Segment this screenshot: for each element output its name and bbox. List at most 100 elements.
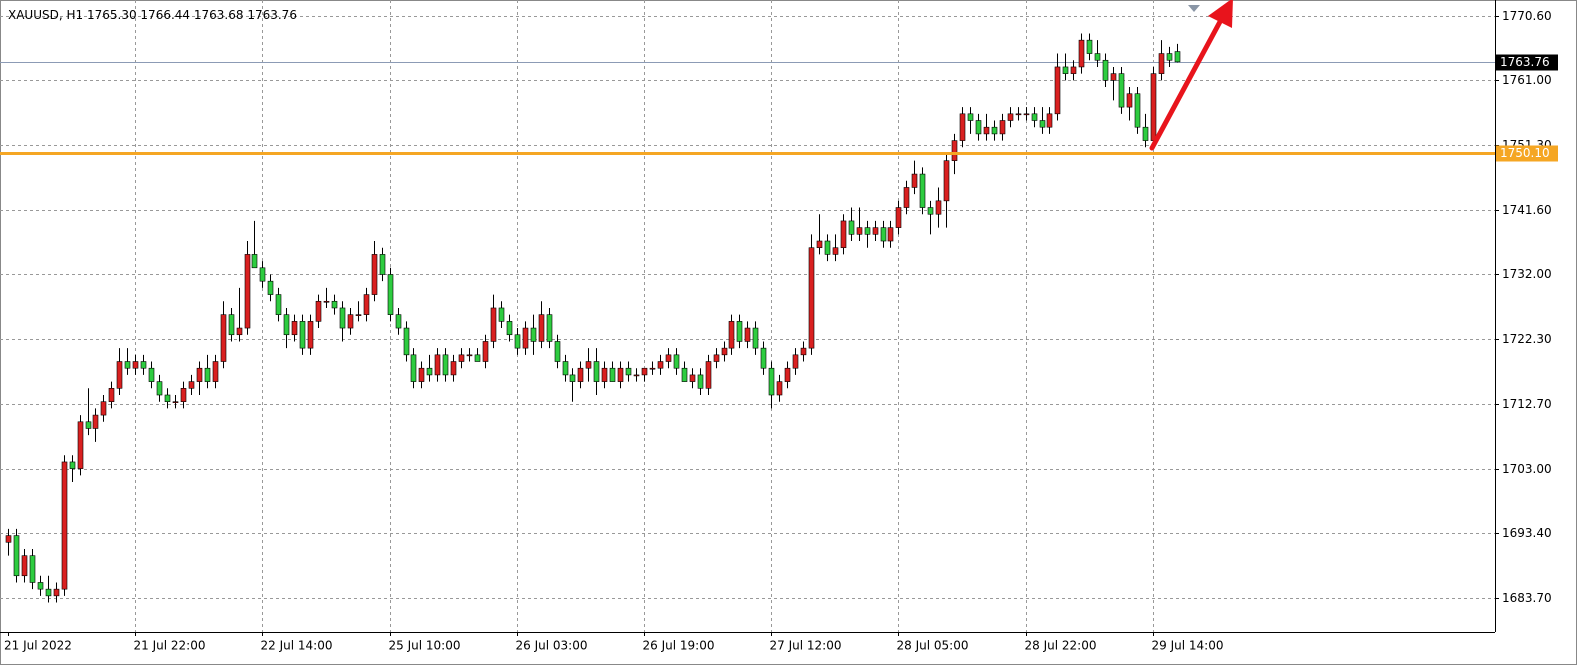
candle-body: [466, 354, 473, 357]
x-tick-label: 21 Jul 22:00: [134, 639, 206, 653]
price-label: 1763.76: [1500, 55, 1550, 69]
labels: 1770.601761.001751.301741.601732.001722.…: [4, 9, 1558, 653]
candle-body: [1110, 73, 1117, 81]
x-tick-label: 28 Jul 22:00: [1025, 639, 1097, 653]
candle-body: [967, 113, 974, 121]
candle-body: [609, 367, 616, 382]
candle-body: [562, 361, 569, 376]
candle-body: [188, 381, 195, 389]
candle-body: [546, 314, 553, 342]
candle-body: [29, 555, 36, 583]
candle-body: [85, 421, 92, 429]
candle-body: [991, 126, 998, 135]
candle-body: [172, 401, 179, 403]
candle-body: [236, 327, 243, 336]
candle-body: [13, 535, 20, 577]
candle-body: [569, 374, 576, 382]
candle-body: [1126, 93, 1133, 108]
candle-body: [1158, 53, 1165, 74]
candle-body: [1150, 73, 1157, 141]
candle-body: [1086, 39, 1093, 54]
candle-body: [935, 200, 942, 215]
x-tick-label: 25 Jul 10:00: [389, 639, 461, 653]
candle-body: [1031, 113, 1038, 121]
candle-body: [975, 120, 982, 135]
candle-body: [840, 220, 847, 249]
candle-body: [92, 414, 99, 429]
candle-body: [784, 367, 791, 382]
candle-body: [625, 367, 632, 376]
last-low: 1763.68: [194, 8, 244, 22]
candle-body: [1142, 126, 1149, 141]
candle-body: [768, 367, 775, 396]
candle-body: [275, 294, 282, 315]
candle-body: [100, 401, 107, 416]
shift-marker: [1188, 5, 1200, 12]
candle-body: [713, 354, 720, 362]
candle-body: [808, 247, 815, 349]
candle-body: [124, 361, 131, 369]
chart-header: XAUUSD, H1 1765.30 1766.44 1763.68 1763.…: [8, 8, 297, 22]
candle-body: [395, 314, 402, 329]
candle-body: [1054, 66, 1061, 115]
y-tick-label: 1693.40: [1502, 526, 1552, 540]
y-tick-label: 1683.70: [1502, 591, 1552, 605]
y-tick-label: 1722.30: [1502, 332, 1552, 346]
candle-body: [665, 354, 672, 362]
candle-body: [760, 347, 767, 369]
candle-body: [514, 334, 521, 349]
candle-body: [943, 160, 950, 202]
candle-body: [728, 321, 735, 349]
candle-body: [291, 321, 298, 336]
last-close: 1763.76: [247, 8, 297, 22]
candle-body: [482, 341, 489, 362]
candle-body: [1102, 59, 1109, 81]
candle-body: [164, 394, 171, 402]
candle-body: [736, 321, 743, 342]
candle-body: [5, 535, 12, 543]
candle-body: [593, 361, 600, 382]
candle-body: [458, 354, 465, 362]
candle-body: [554, 341, 561, 362]
candle-body: [744, 327, 751, 342]
candle-body: [1039, 120, 1046, 128]
candle-body: [959, 113, 966, 141]
candle-body: [601, 367, 608, 382]
last-open: 1765.30: [87, 8, 137, 22]
candle-body: [895, 207, 902, 228]
candle-body: [585, 361, 592, 369]
price-label-box: [1496, 54, 1558, 71]
x-tick-label: 26 Jul 03:00: [516, 639, 588, 653]
x-tick-label: 22 Jul 14:00: [261, 639, 333, 653]
candle-body: [697, 374, 704, 389]
x-tick-label: 29 Jul 14:00: [1152, 639, 1224, 653]
candle-body: [53, 588, 60, 597]
candle-body: [1166, 53, 1173, 61]
x-tick-label: 21 Jul 2022: [4, 639, 72, 653]
candle-body: [220, 314, 227, 362]
candle-body: [752, 327, 759, 349]
x-tick-label: 27 Jul 12:00: [770, 639, 842, 653]
symbol: XAUUSD, H1: [8, 8, 83, 22]
candle-body: [880, 227, 887, 242]
candle-body: [283, 314, 290, 336]
candle-body: [244, 254, 251, 329]
candle-body: [339, 307, 346, 329]
y-tick-label: 1770.60: [1502, 9, 1552, 23]
candle-body: [1015, 113, 1022, 116]
x-tick-label: 28 Jul 05:00: [897, 639, 969, 653]
candle-body: [911, 173, 918, 188]
candle-body: [657, 361, 664, 369]
candle-body: [323, 300, 330, 303]
candle-body: [442, 354, 449, 376]
last-high: 1766.44: [140, 8, 190, 22]
candle-body: [1094, 53, 1101, 61]
candle-body: [498, 307, 505, 322]
candle-body: [132, 361, 139, 369]
candle-body: [641, 367, 648, 376]
y-tick-label: 1703.00: [1502, 462, 1552, 476]
candle-body: [148, 367, 155, 382]
candle-body: [1062, 66, 1069, 74]
level-label-box: [1496, 145, 1558, 162]
